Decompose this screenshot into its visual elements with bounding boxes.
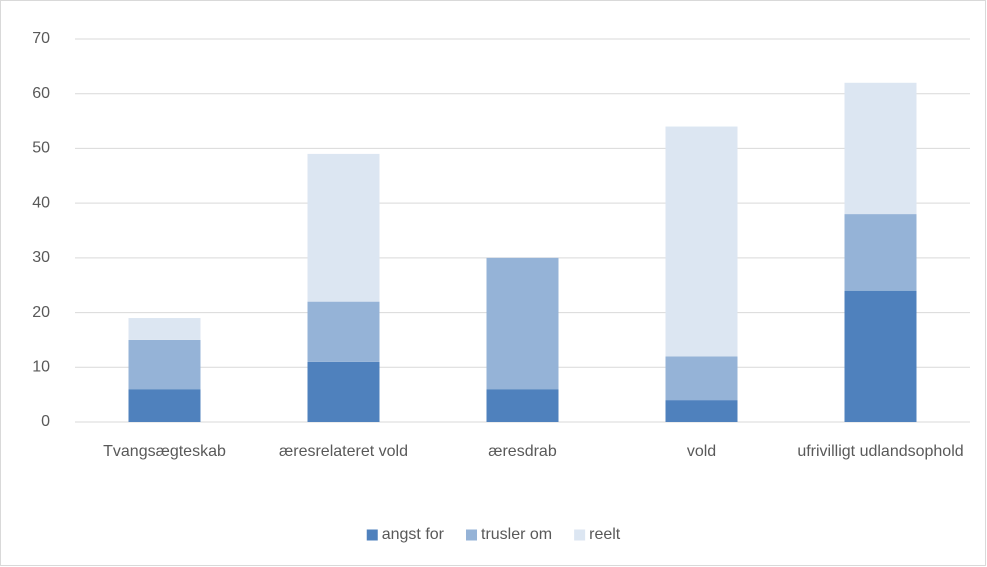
x-tick-label: ufrivilligt udlandsophold [797,443,964,460]
x-tick-label: vold [686,443,717,460]
bar-segment [486,389,559,422]
bar-segment [844,290,917,422]
y-tick-label: 40 [32,194,50,211]
y-tick-label: 30 [32,249,50,266]
bar-segment [665,400,738,422]
x-tick-label: æresrelateret vold [279,443,408,460]
legend-swatch [466,529,478,541]
legend-swatch [366,529,378,541]
legend-label: angst for [382,526,445,543]
y-tick-label: 10 [32,359,50,376]
bar-segment [307,301,380,362]
x-tick-label: Tvangsægteskab [103,443,226,460]
bar-segment [844,82,917,215]
bar-segment [844,214,917,291]
bar-segment [665,356,738,401]
x-tick-label: æresdrab [488,443,557,460]
bar-segment [128,339,201,390]
bar-segment [486,257,559,390]
legend-swatch [574,529,586,541]
y-tick-label: 20 [32,304,50,321]
y-tick-label: 50 [32,140,50,157]
bar-segment [307,153,380,302]
bar-segment [307,361,380,422]
bar-segment [128,318,201,340]
bar-segment [665,126,738,357]
legend-label: reelt [589,526,621,543]
y-tick-label: 0 [41,413,50,430]
bar-segment [128,389,201,422]
y-tick-label: 70 [32,30,50,47]
legend-label: trusler om [481,526,552,543]
y-tick-label: 60 [32,85,50,102]
